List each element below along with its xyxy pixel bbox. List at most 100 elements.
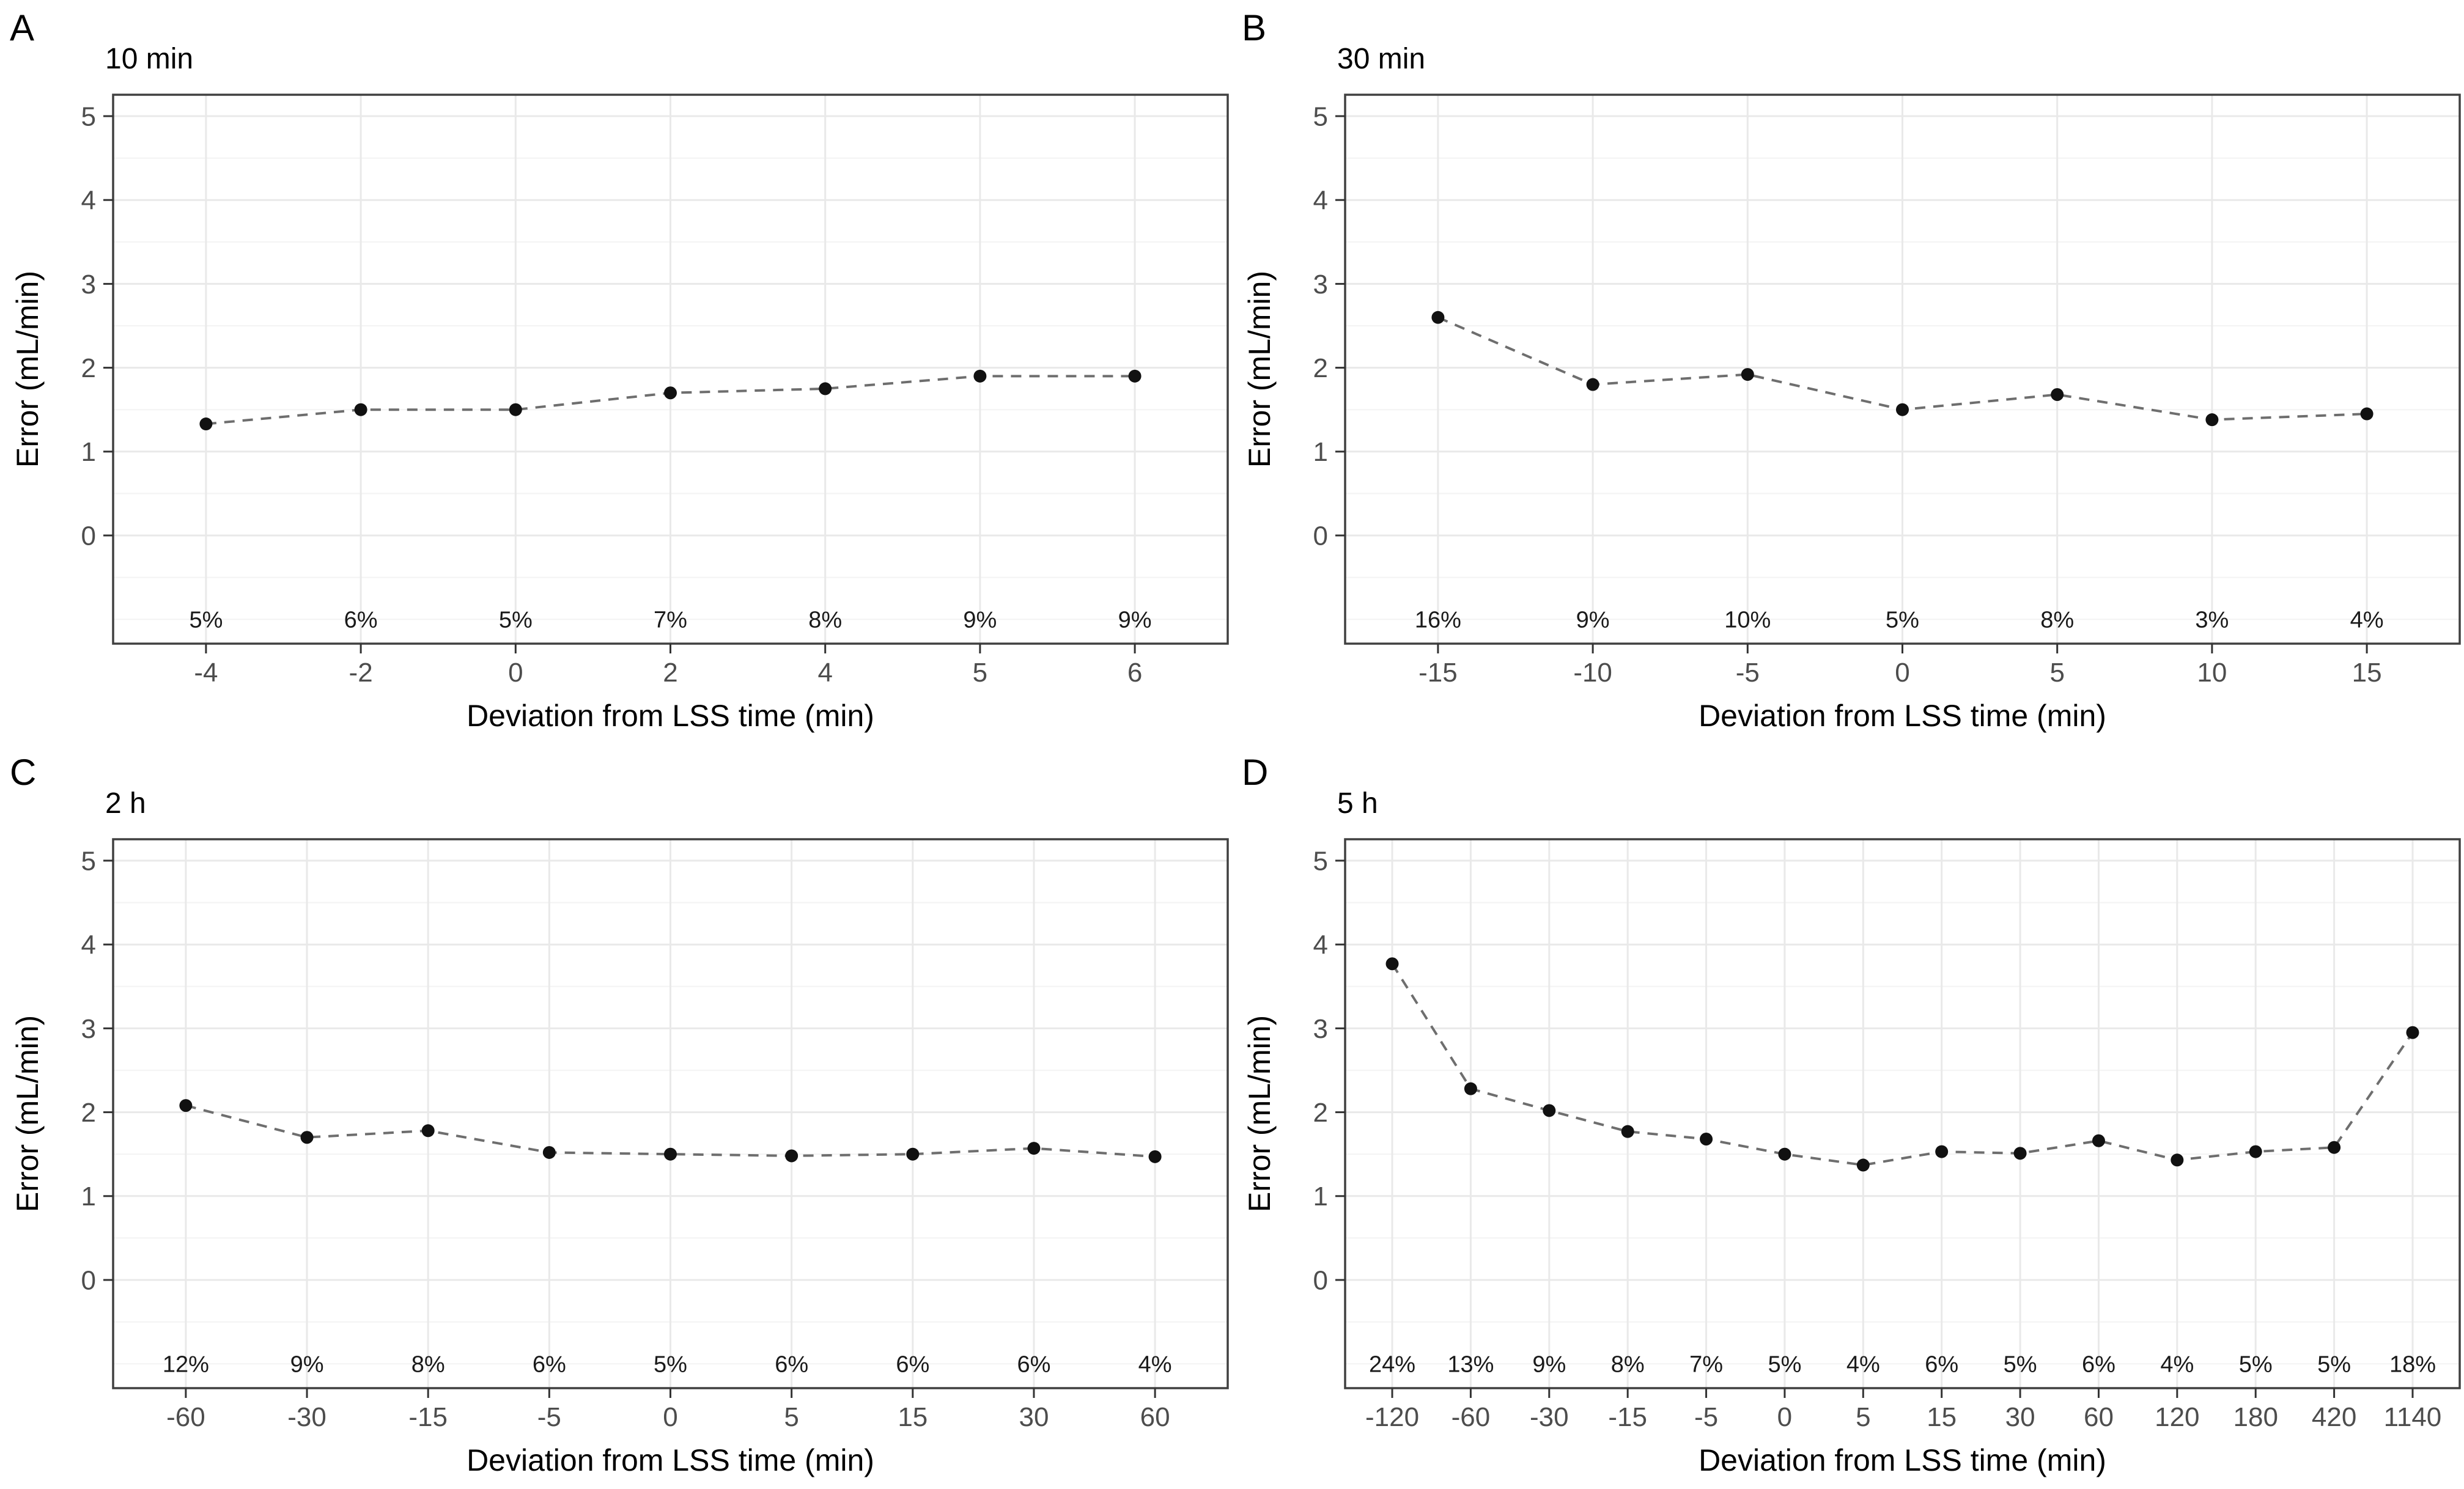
percent-label: 13% (1447, 1352, 1494, 1378)
data-point (1385, 957, 1399, 971)
panel-C: 12% 9% 8% 6% 5% 6% 6% 6% 4% -60 -30 -15 -5 0 5 15 30 60 0 1… (0, 744, 1232, 1489)
data-point (1856, 1158, 1870, 1172)
data-point (509, 403, 522, 416)
x-tick-label: 15 (2352, 658, 2382, 688)
x-tick-label: 2 (663, 658, 677, 688)
x-tick-label: -4 (194, 658, 218, 688)
x-tick-label: -60 (1451, 1402, 1491, 1432)
data-point (2249, 1145, 2262, 1158)
y-tick-label: 0 (1313, 521, 1328, 551)
data-point (2092, 1134, 2105, 1147)
panel-title: 5 h (1337, 787, 1378, 820)
data-point (2051, 388, 2064, 402)
percent-label: 6% (344, 608, 378, 633)
x-axis-title: Deviation from LSS time (min) (1699, 1443, 2106, 1477)
data-point (1935, 1145, 1949, 1158)
data-point (664, 386, 677, 400)
x-tick-label: 0 (1895, 658, 1909, 688)
panel-background (0, 744, 1232, 1489)
y-tick-label: 2 (1313, 353, 1328, 383)
data-point (2171, 1153, 2184, 1167)
x-axis-title: Deviation from LSS time (min) (467, 1443, 874, 1477)
x-tick-label: 60 (2084, 1402, 2114, 1432)
x-tick-label: 60 (1140, 1402, 1170, 1432)
percent-label: 7% (654, 608, 687, 633)
data-point (1128, 369, 1142, 383)
y-tick-label: 1 (81, 437, 96, 467)
data-point (1148, 1150, 1162, 1163)
series-line (185, 1104, 1156, 1158)
y-axis-title: Error (mL/min) (10, 271, 45, 468)
x-tick-label: 0 (663, 1402, 677, 1432)
panel-D: 24% 13% 9% 8% 7% 5% 4% 6% 5% 6% 4% 5% 5% 18% -120 -60 -3… (1232, 744, 2464, 1489)
y-tick-label: 2 (81, 1098, 96, 1128)
percent-label: 4% (1846, 1352, 1880, 1378)
data-point (785, 1149, 799, 1163)
panel-background (0, 0, 1232, 744)
data-point (2328, 1141, 2341, 1154)
data-point (1896, 403, 1909, 416)
percent-label: 5% (499, 608, 533, 633)
percent-label: 9% (1532, 1352, 1566, 1378)
data-point (354, 403, 367, 416)
data-point (906, 1147, 920, 1161)
percent-label: 12% (163, 1352, 209, 1378)
x-tick-label: 0 (1777, 1402, 1792, 1432)
data-point (1027, 1142, 1041, 1155)
x-axis-title: Deviation from LSS time (min) (467, 699, 874, 733)
data-point (1586, 378, 1599, 391)
x-tick-label: -15 (408, 1402, 448, 1432)
percent-label: 6% (1925, 1352, 1958, 1378)
x-tick-label: -15 (1418, 658, 1458, 688)
percent-label: 6% (1017, 1352, 1050, 1378)
percent-label: 6% (775, 1352, 808, 1378)
panel-title: 10 min (105, 43, 193, 75)
y-tick-label: 5 (1313, 846, 1328, 876)
x-tick-label: 10 (2197, 658, 2227, 688)
data-point (973, 369, 987, 383)
percent-label: 9% (1118, 608, 1152, 633)
x-tick-label: -15 (1608, 1402, 1647, 1432)
percent-label: 16% (1415, 608, 1461, 633)
y-tick-label: 1 (81, 1182, 96, 1211)
y-tick-label: 4 (81, 930, 96, 960)
percent-label: 5% (654, 1352, 687, 1378)
data-point (2205, 413, 2219, 427)
x-tick-label: 1140 (2384, 1402, 2442, 1432)
y-tick-label: 4 (81, 186, 96, 216)
data-point (421, 1124, 435, 1138)
x-tick-label: 420 (2312, 1402, 2356, 1432)
panel-tag: A (10, 7, 34, 48)
x-tick-label: -5 (1736, 658, 1760, 688)
percent-label: 9% (1576, 608, 1610, 633)
x-tick-label: -30 (287, 1402, 326, 1432)
x-tick-label: 120 (2155, 1402, 2199, 1432)
y-tick-label: 5 (1313, 101, 1328, 131)
x-tick-label: 180 (2233, 1402, 2278, 1432)
series-line (1391, 963, 2414, 1167)
percent-label: 4% (2160, 1352, 2194, 1378)
data-point (199, 417, 213, 431)
panel-tag: C (10, 752, 36, 793)
x-tick-label: 5 (1856, 1402, 1870, 1432)
y-tick-label: 3 (81, 1014, 96, 1044)
percent-label: 3% (2195, 608, 2229, 633)
percent-label: 5% (2239, 1352, 2273, 1378)
data-point (664, 1147, 677, 1161)
panel-background (1232, 744, 2464, 1489)
percent-label: 5% (2004, 1352, 2037, 1378)
y-axis-title: Error (mL/min) (1242, 1015, 1277, 1212)
percent-label: 5% (189, 608, 223, 633)
y-tick-label: 1 (1313, 1182, 1328, 1211)
x-tick-label: 5 (2049, 658, 2064, 688)
y-tick-label: 5 (81, 101, 96, 131)
y-tick-label: 3 (81, 270, 96, 300)
x-tick-label: 5 (784, 1402, 799, 1432)
percent-label: 9% (290, 1352, 324, 1378)
y-tick-label: 5 (81, 846, 96, 876)
x-tick-label: -2 (349, 658, 373, 688)
panel-D-chart: 24% 13% 9% 8% 7% 5% 4% 6% 5% 6% 4% 5% 5% 18% -120 -60 -3… (1232, 744, 2464, 1489)
data-point (1621, 1125, 1634, 1138)
percent-label: 24% (1369, 1352, 1415, 1378)
